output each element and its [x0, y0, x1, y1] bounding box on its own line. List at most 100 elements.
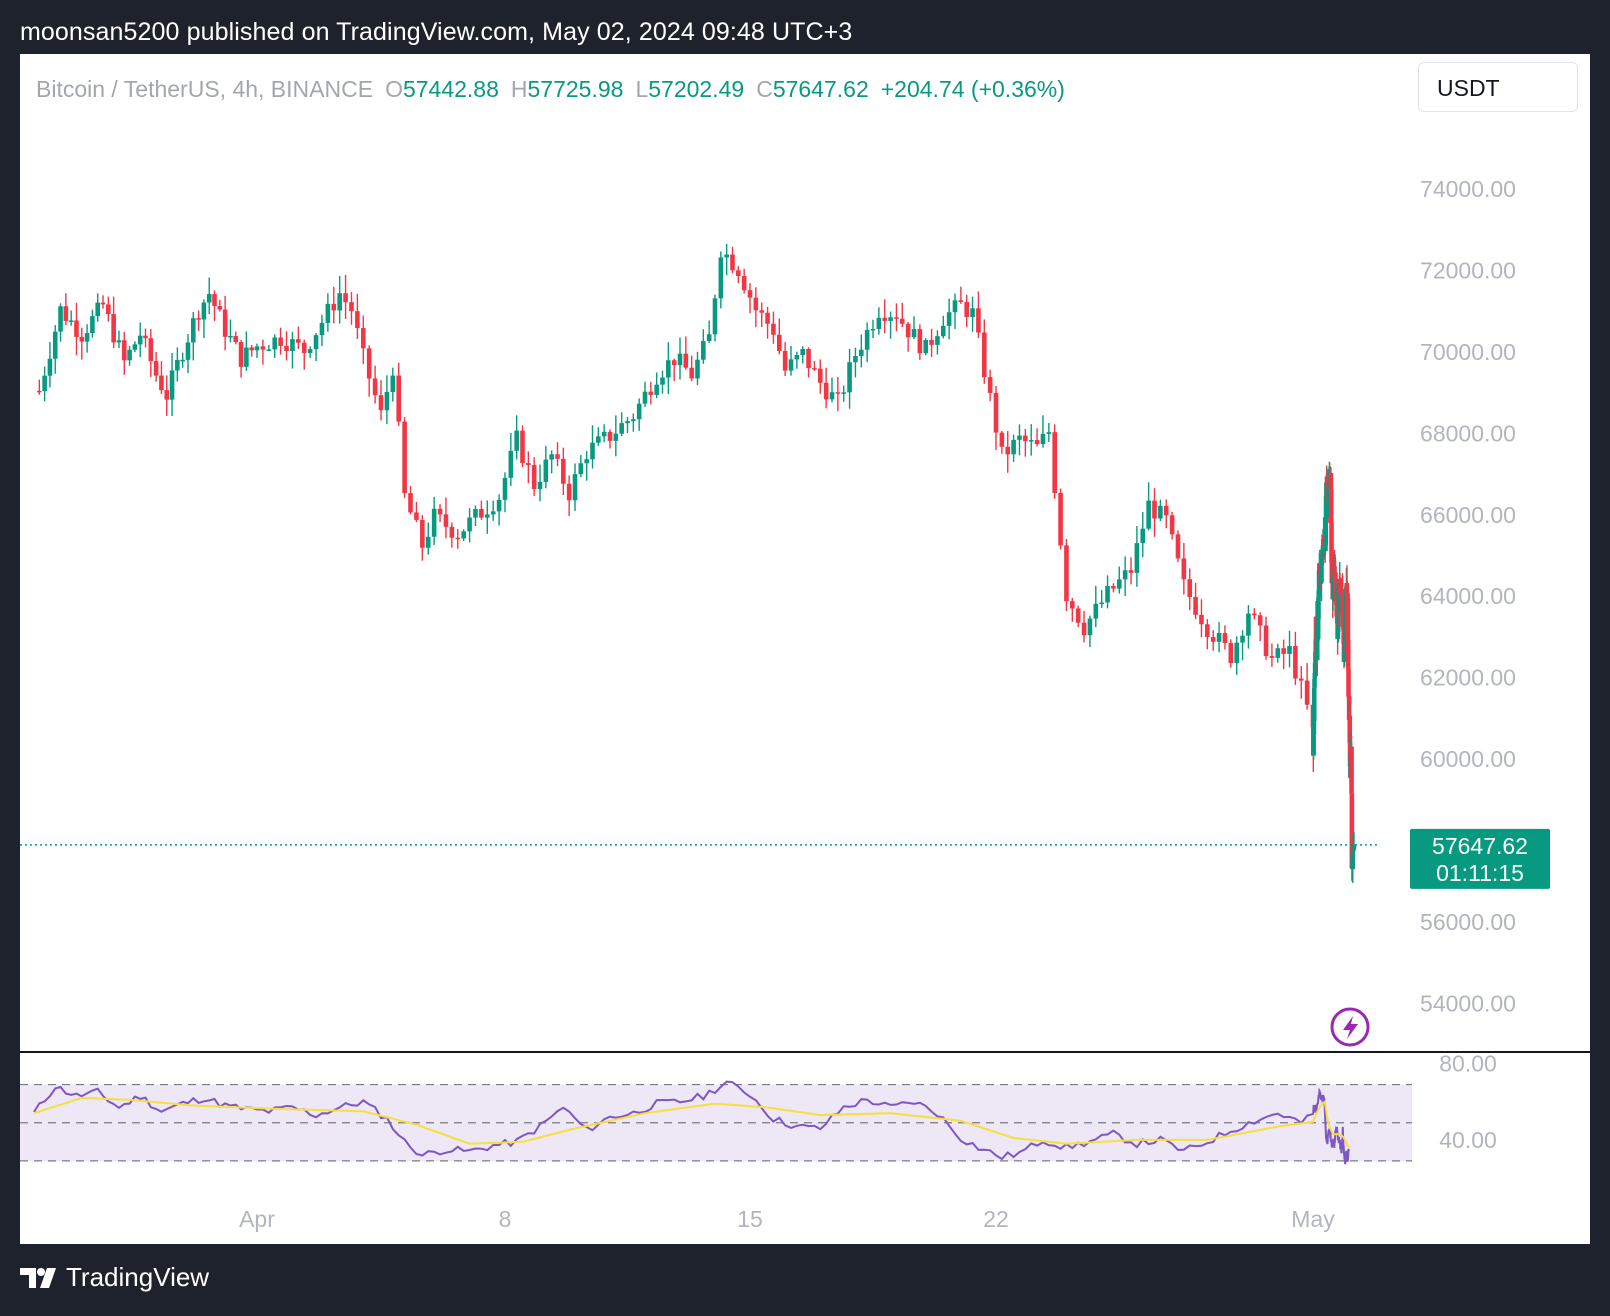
y-tick-label: 72000.00 — [1420, 258, 1516, 284]
candle-body — [164, 390, 170, 400]
candle-body — [747, 290, 753, 298]
candle-body — [37, 390, 42, 393]
candle-body — [425, 536, 431, 548]
candle-body — [244, 347, 249, 367]
candle-body — [402, 421, 407, 494]
candle-body — [79, 336, 85, 342]
candle-body — [853, 355, 858, 363]
candle-body — [47, 358, 53, 376]
candle-body — [1087, 618, 1093, 636]
candle-body — [296, 339, 301, 343]
candle-body — [290, 339, 295, 352]
candle-body — [870, 328, 876, 331]
candle-body — [355, 311, 360, 329]
candle-body — [1187, 579, 1193, 598]
candle-body — [384, 392, 390, 411]
candle-body — [1323, 495, 1329, 524]
chart-panel[interactable]: Bitcoin / TetherUS, 4h, BINANCE O57442.88… — [20, 54, 1590, 1244]
candle-body — [325, 303, 331, 323]
change-value: +204.74 (+0.36%) — [880, 76, 1065, 102]
y-tick-label: 70000.00 — [1420, 339, 1516, 365]
candle-body — [313, 335, 319, 350]
currency-button[interactable]: USDT — [1418, 62, 1578, 112]
candle-body — [812, 368, 817, 370]
candles — [37, 243, 1357, 883]
candle-body — [266, 349, 272, 351]
axes: 74000.00 72000.00 70000.00 68000.00 66000.00… — [20, 176, 1590, 1232]
candle-body — [1304, 680, 1310, 705]
candle-body — [981, 332, 987, 378]
candle-body — [180, 359, 185, 362]
candle-body — [1099, 602, 1104, 605]
symbol-name[interactable]: Bitcoin / TetherUS, 4h, BINANCE — [36, 76, 374, 102]
rsi-band — [20, 1083, 1412, 1162]
candle-body — [835, 392, 841, 394]
candle-body — [249, 347, 254, 351]
candle-body — [531, 465, 537, 490]
candle-body — [917, 329, 923, 354]
candle-body — [1340, 593, 1346, 617]
candle-body — [1349, 746, 1354, 794]
candle-body — [952, 300, 958, 313]
candle-body — [1330, 587, 1336, 600]
candle-body — [1216, 633, 1222, 642]
candle-body — [999, 432, 1005, 447]
candle-body — [190, 318, 196, 343]
candle-body — [1293, 646, 1298, 679]
candle-body — [677, 353, 683, 366]
candle-body — [1246, 613, 1251, 636]
candle-body — [169, 370, 175, 400]
x-tick-label: 15 — [737, 1206, 763, 1232]
rsi-line — [33, 1080, 1350, 1165]
candle-body — [1169, 515, 1175, 535]
candle-body — [596, 436, 601, 443]
candle-body — [1269, 656, 1275, 658]
candle-body — [648, 391, 654, 395]
candle-body — [1222, 633, 1228, 643]
candle-body — [42, 375, 47, 392]
candle-body — [607, 431, 613, 441]
candle-body — [254, 346, 260, 351]
candle-body — [987, 377, 993, 393]
candle-body — [584, 459, 589, 464]
candle-body — [52, 331, 58, 359]
candle-body — [366, 348, 372, 379]
y-tick-label: 68000.00 — [1420, 420, 1516, 446]
candle-body — [148, 338, 154, 362]
candle-body — [976, 308, 981, 333]
footer-brand[interactable]: TradingView — [20, 1262, 209, 1293]
candle-body — [671, 360, 677, 366]
candle-body — [899, 318, 905, 324]
candle-body — [414, 512, 419, 520]
candle-body — [876, 317, 882, 329]
candle-body — [502, 477, 508, 500]
y-tick-label: 66000.00 — [1420, 502, 1516, 528]
candle-body — [84, 333, 90, 342]
candle-body — [490, 511, 496, 515]
candle-body — [143, 335, 148, 339]
y-tick-label: 60000.00 — [1420, 746, 1516, 772]
candle-body — [378, 395, 384, 411]
candle-body — [660, 377, 665, 385]
candle-body — [823, 382, 829, 400]
candle-body — [1005, 446, 1011, 455]
candle-body — [555, 454, 560, 459]
candle-body — [1342, 644, 1347, 660]
open-value: 57442.88 — [402, 76, 499, 102]
candle-body — [561, 458, 566, 484]
candle-body — [788, 359, 794, 371]
candle-body — [1345, 597, 1351, 640]
candle-body — [484, 514, 490, 518]
candle-body — [642, 391, 648, 404]
candle-body — [858, 349, 864, 356]
candle-body — [520, 430, 525, 464]
candle-body — [1116, 579, 1122, 589]
candle-body — [68, 320, 74, 322]
candle-body — [765, 312, 770, 324]
candle-body — [689, 367, 694, 379]
candle-body — [201, 302, 207, 320]
candle-body — [1134, 543, 1140, 573]
candle-body — [537, 481, 543, 490]
